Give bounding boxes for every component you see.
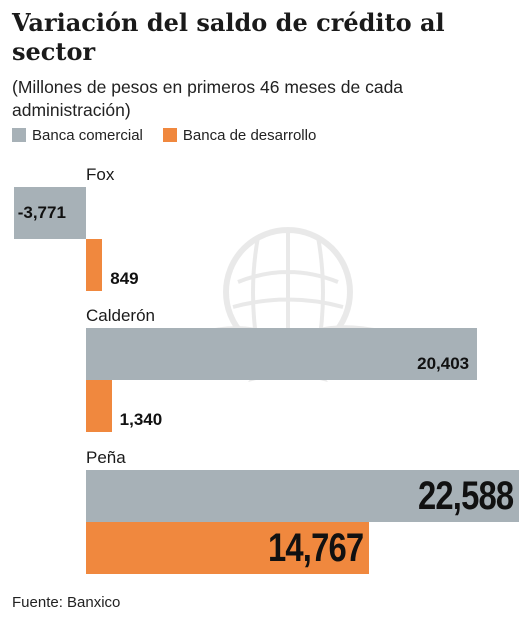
legend-label-comercial: Banca comercial [32, 126, 143, 144]
value-label-calderon-desarrollo: 1,340 [119, 410, 163, 429]
value-label-fox-comercial: -3,771 [17, 203, 66, 222]
bar-pena-desarrollo [86, 522, 370, 574]
value-label-pena-desarrollo: 14,767 [267, 526, 364, 570]
bar-fox-desarrollo [86, 239, 103, 291]
legend-item-desarrollo: Banca de desarrollo [162, 126, 317, 144]
source-note: Fuente: Banxico [12, 594, 121, 611]
bar-calderon-comercial [86, 328, 478, 380]
value-label-fox-desarrollo: 849 [110, 269, 139, 288]
category-label-pena: Peña [86, 448, 126, 467]
bar-fox-comercial [13, 187, 86, 239]
value-label-calderon-comercial: 20,403 [417, 354, 470, 373]
category-label-calderon: Calderón [86, 306, 155, 325]
chart-title: Variación del saldo de crédito al sector [12, 8, 445, 66]
legend-swatch-desarrollo [162, 128, 177, 142]
value-label-pena-comercial: 22,588 [417, 474, 514, 518]
legend-item-comercial: Banca comercial [12, 127, 143, 144]
eagle-watermark-icon [198, 227, 383, 382]
chart-subtitle: (Millones de pesos en primeros 46 meses … [12, 77, 404, 120]
bar-pena-comercial [86, 470, 519, 522]
legend-swatch-comercial [12, 128, 26, 142]
legend-label-desarrollo: Banca de desarrollo [182, 126, 317, 144]
legend: Banca comercial Banca de desarrollo [12, 126, 336, 144]
bar-calderon-desarrollo [86, 380, 112, 432]
category-label-fox: Fox [86, 165, 115, 184]
